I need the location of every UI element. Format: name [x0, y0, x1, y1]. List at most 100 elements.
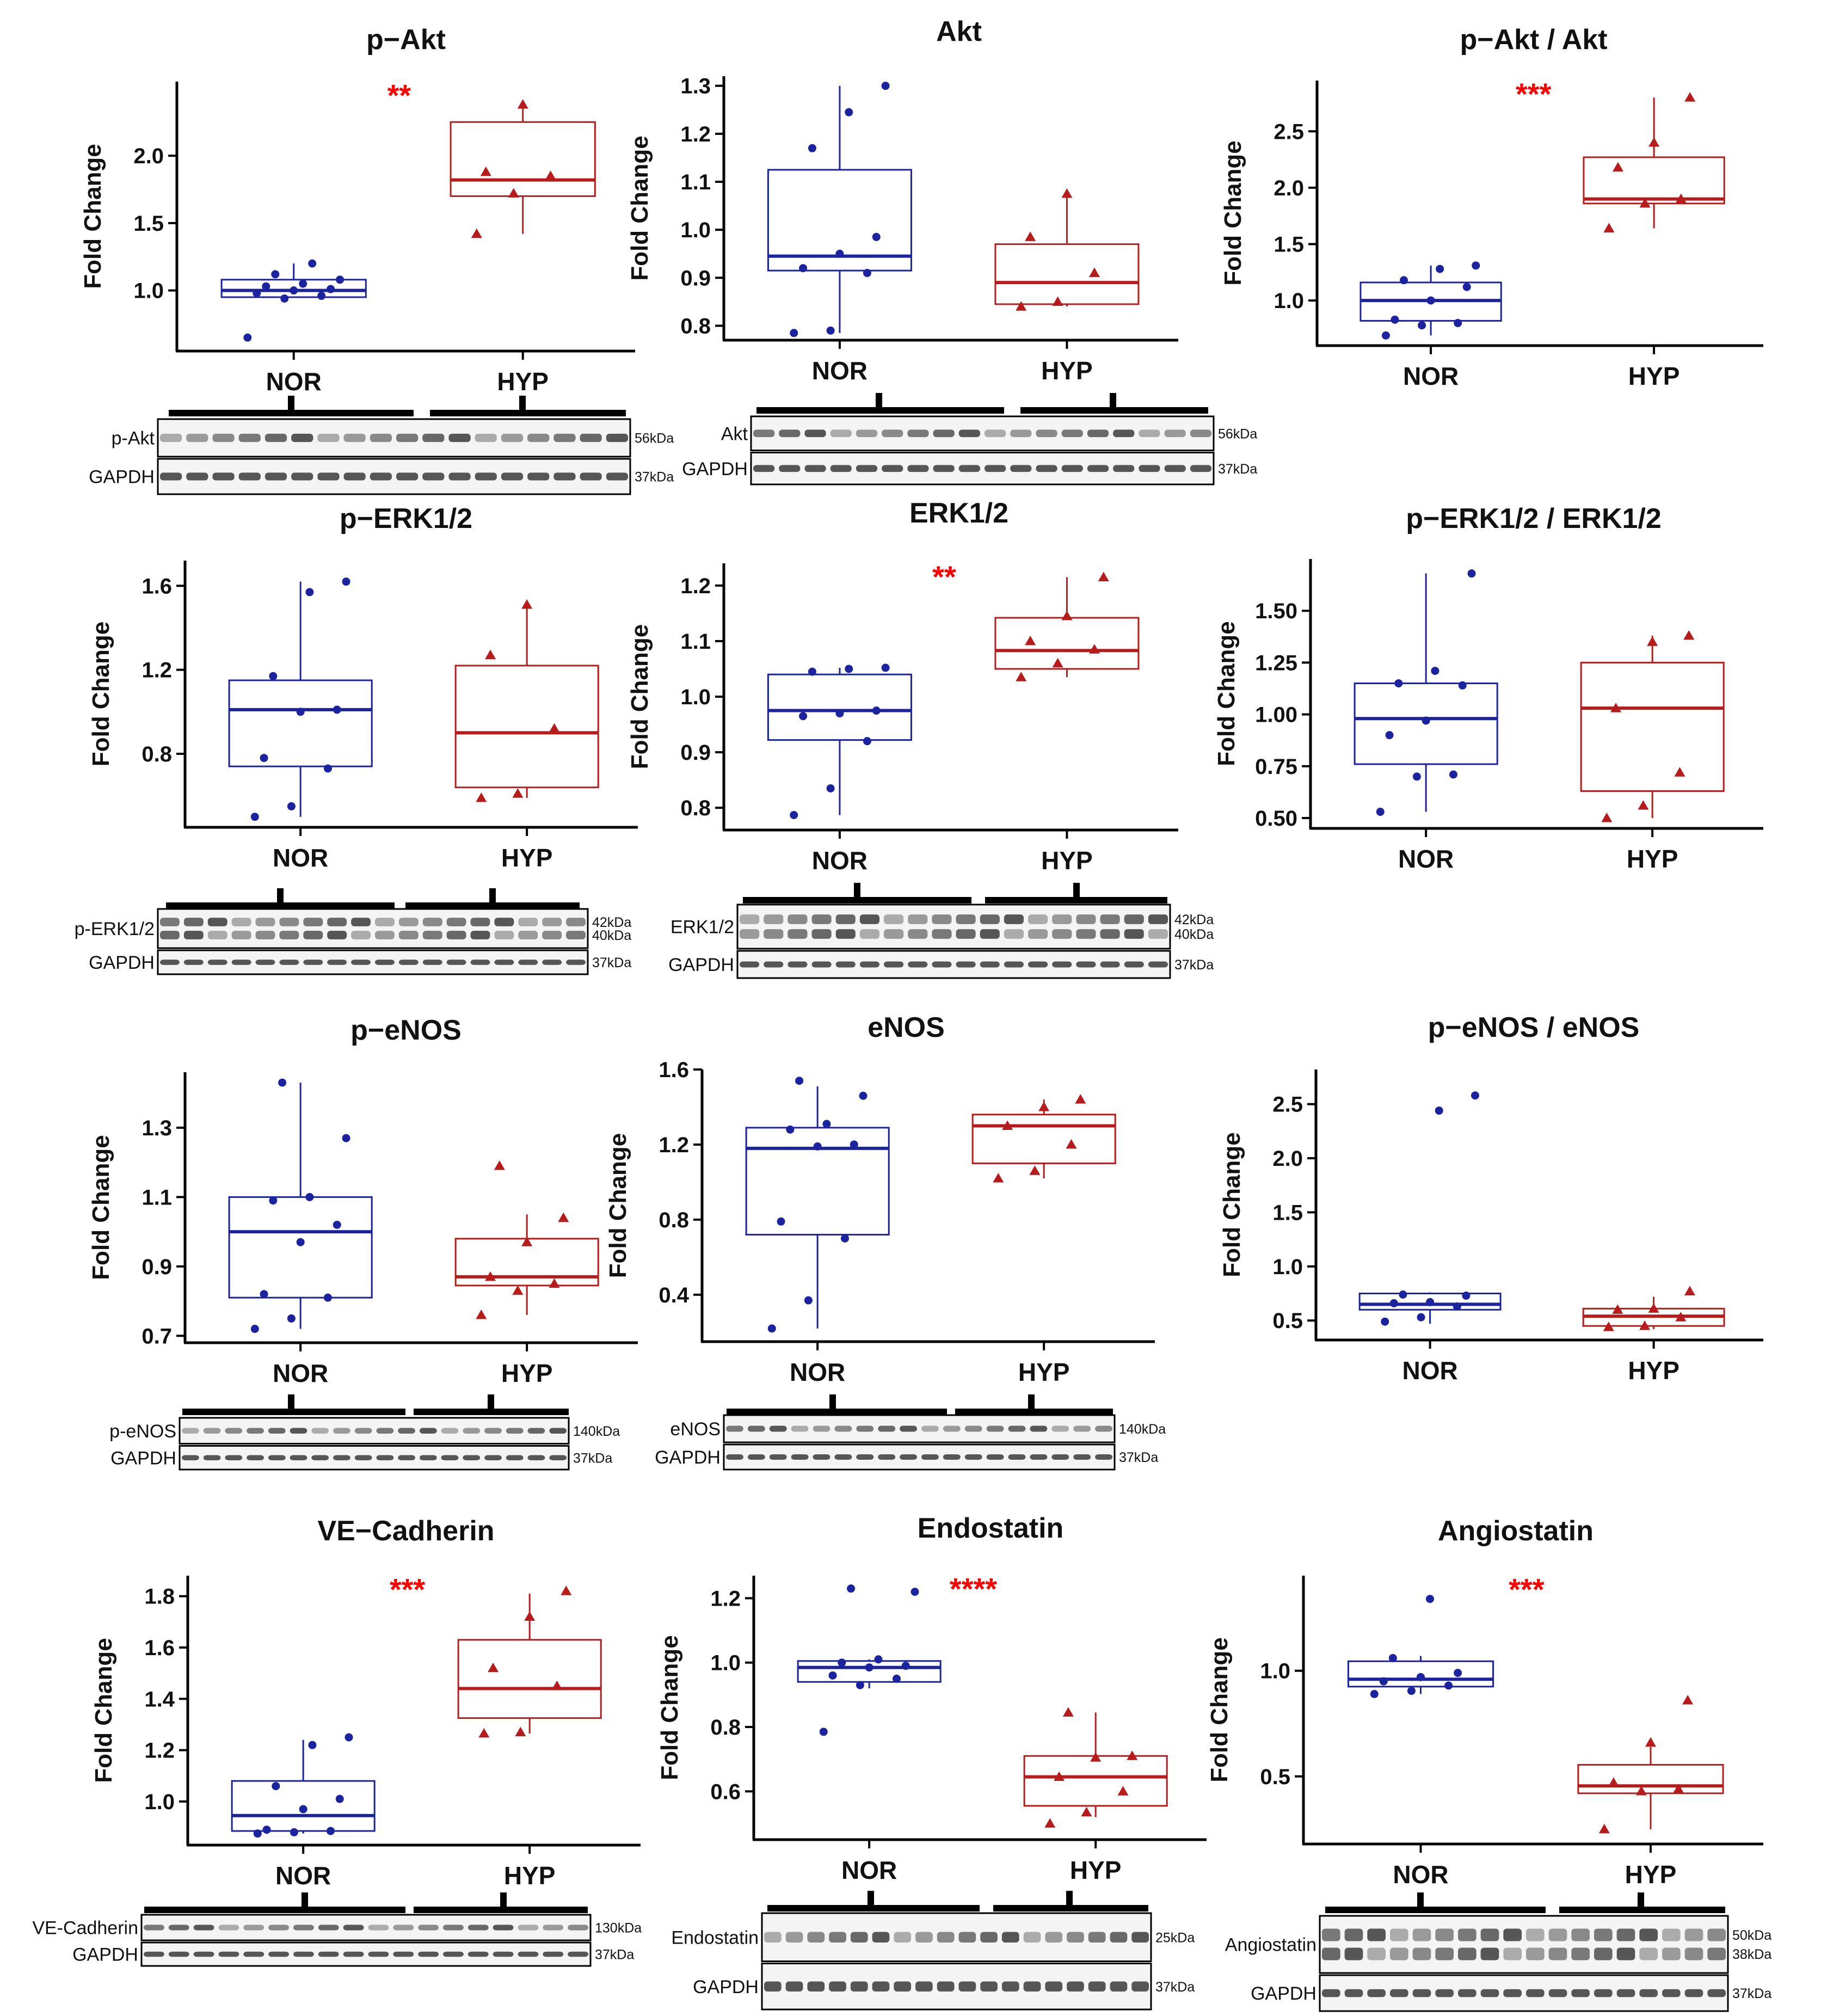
blot-row-label: Endostatin — [671, 1927, 759, 1948]
blot-band — [398, 1455, 415, 1461]
group-bar-hyp — [1020, 407, 1208, 414]
molecular-weight-label: 37kDa — [573, 1450, 612, 1466]
blot-band — [872, 1981, 890, 1992]
blot-band — [1061, 465, 1083, 472]
box — [450, 121, 596, 197]
y-tick-label: 0.9 — [142, 1255, 172, 1279]
group-bar-nor — [182, 1409, 405, 1415]
blot-band — [1139, 465, 1160, 472]
data-point — [1381, 1317, 1389, 1326]
data-point — [901, 1662, 910, 1670]
blot-band — [878, 1454, 896, 1460]
blot-band — [937, 1932, 955, 1943]
blot-band — [168, 1925, 189, 1931]
series-nor — [228, 577, 373, 821]
blot-band — [1061, 429, 1083, 438]
blot-band — [475, 472, 497, 481]
blot-band — [343, 433, 366, 442]
data-point — [515, 1726, 526, 1737]
blot-band — [1616, 1947, 1635, 1960]
box — [767, 169, 912, 272]
blot-band — [1412, 1928, 1431, 1941]
panel-title: p−eNOS / eNOS — [1428, 1012, 1640, 1043]
blot-band — [279, 960, 299, 965]
y-tick-label: 1.3 — [680, 75, 711, 99]
y-tick-label: 1.0 — [710, 1651, 741, 1675]
data-point — [1467, 569, 1476, 578]
data-point — [1431, 667, 1439, 675]
blot-band — [764, 914, 784, 924]
panel-title: eNOS — [868, 1012, 945, 1043]
blot-band — [859, 929, 879, 939]
data-point — [1388, 1654, 1397, 1662]
blot-band — [475, 433, 497, 442]
blot-band — [566, 931, 586, 939]
blot-band — [779, 465, 801, 472]
blot-band — [764, 1932, 782, 1943]
blot-band — [1036, 465, 1057, 472]
blot-band — [1100, 961, 1120, 968]
data-point — [1684, 1286, 1695, 1296]
data-point — [1029, 1165, 1041, 1175]
molecular-weight-label: 37kDa — [1155, 1980, 1195, 1995]
series-hyp — [454, 1160, 599, 1319]
data-point — [1062, 1707, 1074, 1717]
blot-row-label: p-ERK1/2 — [75, 919, 155, 939]
data-point — [1407, 1687, 1416, 1695]
blot-band — [1139, 429, 1160, 438]
y-tick-label: 1.3 — [142, 1116, 172, 1140]
blot-band — [830, 429, 852, 438]
group-bar-hyp — [405, 902, 580, 909]
blot-band — [419, 1428, 437, 1434]
blot-row-label: eNOS — [670, 1419, 721, 1440]
y-tick-label: 1.6 — [659, 1058, 689, 1082]
blot-band — [1707, 1947, 1726, 1960]
data-point — [1444, 1681, 1453, 1690]
blot-band — [1367, 1947, 1386, 1960]
data-point — [1394, 679, 1403, 687]
blot-band — [160, 433, 182, 442]
x-category-label: HYP — [1041, 846, 1093, 875]
data-point — [799, 264, 808, 273]
blot-band — [484, 1455, 502, 1461]
blot-band — [1010, 465, 1032, 472]
series-hyp — [994, 571, 1140, 681]
blot-band — [207, 960, 227, 965]
data-point — [835, 249, 844, 258]
data-point — [822, 1120, 831, 1128]
blot-band — [900, 1454, 917, 1460]
blot-band — [956, 961, 976, 968]
data-point — [847, 1584, 856, 1593]
blot-band — [1639, 1989, 1658, 1997]
blot-band — [446, 931, 466, 939]
blot-band — [207, 918, 227, 926]
blot-band — [527, 433, 550, 442]
blot-band — [255, 918, 275, 926]
series-nor — [1347, 1595, 1494, 1698]
blot-band — [493, 1925, 514, 1931]
blot-band — [518, 1951, 539, 1957]
data-point — [1098, 571, 1109, 582]
blot-band — [791, 1425, 809, 1432]
data-point — [521, 1237, 533, 1246]
blot-band — [1322, 1989, 1340, 1997]
blot-band — [764, 929, 784, 939]
data-point — [478, 1728, 490, 1738]
data-point — [1025, 635, 1036, 646]
blot-row-label: p-eNOS — [109, 1421, 176, 1442]
series-hyp — [1582, 1286, 1725, 1331]
blot-band — [1067, 1932, 1084, 1943]
data-point — [1639, 1320, 1651, 1330]
blot-band — [568, 1951, 588, 1957]
blot-band — [518, 918, 538, 926]
group-bar-hyp — [414, 1409, 569, 1415]
western-blot: 130kDa VE-Cadherin 37kDa GAPDH — [32, 1892, 642, 1967]
box — [745, 1127, 890, 1236]
series-hyp — [457, 1585, 602, 1738]
blot-band — [1010, 429, 1032, 438]
blot-band — [1571, 1947, 1590, 1960]
y-axis-label: Fold Change — [656, 1635, 683, 1780]
data-point — [1675, 1312, 1687, 1322]
x-category-label: NOR — [266, 367, 322, 396]
panel-title: p−Akt / Akt — [1460, 24, 1607, 56]
